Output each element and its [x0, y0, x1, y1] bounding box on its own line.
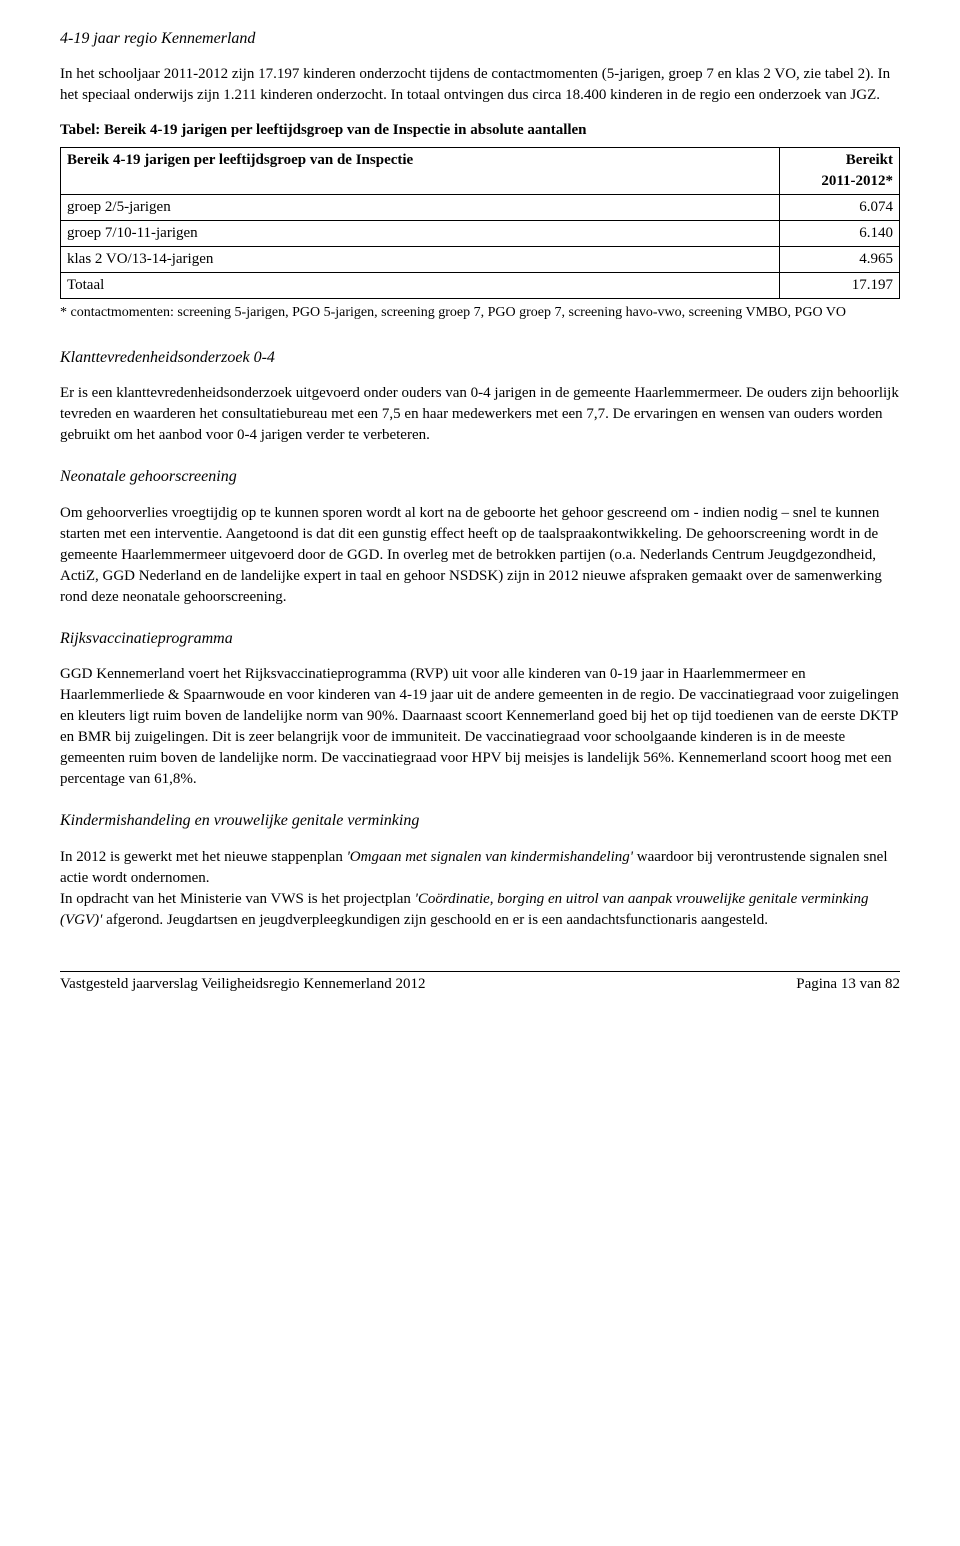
footer-right: Pagina 13 van 82: [796, 974, 900, 995]
paragraph: GGD Kennemerland voert het Rijksvaccinat…: [60, 664, 900, 790]
paragraph: In 2012 is gewerkt met het nieuwe stappe…: [60, 847, 900, 931]
table-cell-value: 6.140: [780, 221, 900, 247]
table-cell-value: 4.965: [780, 247, 900, 273]
page-footer: Vastgesteld jaarverslag Veiligheidsregio…: [60, 972, 900, 995]
table-header-left: Bereik 4-19 jarigen per leeftijdsgroep v…: [61, 148, 780, 195]
table-cell-label: groep 7/10-11-jarigen: [61, 221, 780, 247]
table-cell-label: Totaal: [61, 273, 780, 299]
section-kindermishandeling: Kindermishandeling en vrouwelijke genita…: [60, 810, 900, 930]
section-title: Kindermishandeling en vrouwelijke genita…: [60, 810, 900, 832]
table-cell-value: 6.074: [780, 195, 900, 221]
table-header-right: Bereikt 2011-2012*: [780, 148, 900, 195]
section-title: 4-19 jaar regio Kennemerland: [60, 28, 900, 50]
table-row: klas 2 VO/13-14-jarigen4.965: [61, 247, 900, 273]
table-row: Totaal17.197: [61, 273, 900, 299]
footer-left: Vastgesteld jaarverslag Veiligheidsregio…: [60, 974, 425, 995]
section-neonatale: Neonatale gehoorscreening Om gehoorverli…: [60, 466, 900, 607]
bereik-table: Bereik 4-19 jarigen per leeftijdsgroep v…: [60, 147, 900, 299]
section-title: Rijksvaccinatieprogramma: [60, 628, 900, 650]
section-4-19-jaar: 4-19 jaar regio Kennemerland In het scho…: [60, 28, 900, 323]
section-title: Neonatale gehoorscreening: [60, 466, 900, 488]
section-klanttevredenheid: Klanttevredenheidsonderzoek 0-4 Er is ee…: [60, 347, 900, 446]
table-cell-label: klas 2 VO/13-14-jarigen: [61, 247, 780, 273]
table-cell-label: groep 2/5-jarigen: [61, 195, 780, 221]
table-caption: Tabel: Bereik 4-19 jarigen per leeftijds…: [60, 120, 900, 141]
paragraph: Er is een klanttevredenheidsonderzoek ui…: [60, 383, 900, 446]
section-rijksvaccinatie: Rijksvaccinatieprogramma GGD Kennemerlan…: [60, 628, 900, 790]
table-row: groep 2/5-jarigen6.074: [61, 195, 900, 221]
paragraph: In het schooljaar 2011-2012 zijn 17.197 …: [60, 64, 900, 106]
table-row: groep 7/10-11-jarigen6.140: [61, 221, 900, 247]
paragraph: Om gehoorverlies vroegtijdig op te kunne…: [60, 503, 900, 608]
section-title: Klanttevredenheidsonderzoek 0-4: [60, 347, 900, 369]
table-cell-value: 17.197: [780, 273, 900, 299]
table-footnote: * contactmomenten: screening 5-jarigen, …: [60, 303, 900, 323]
